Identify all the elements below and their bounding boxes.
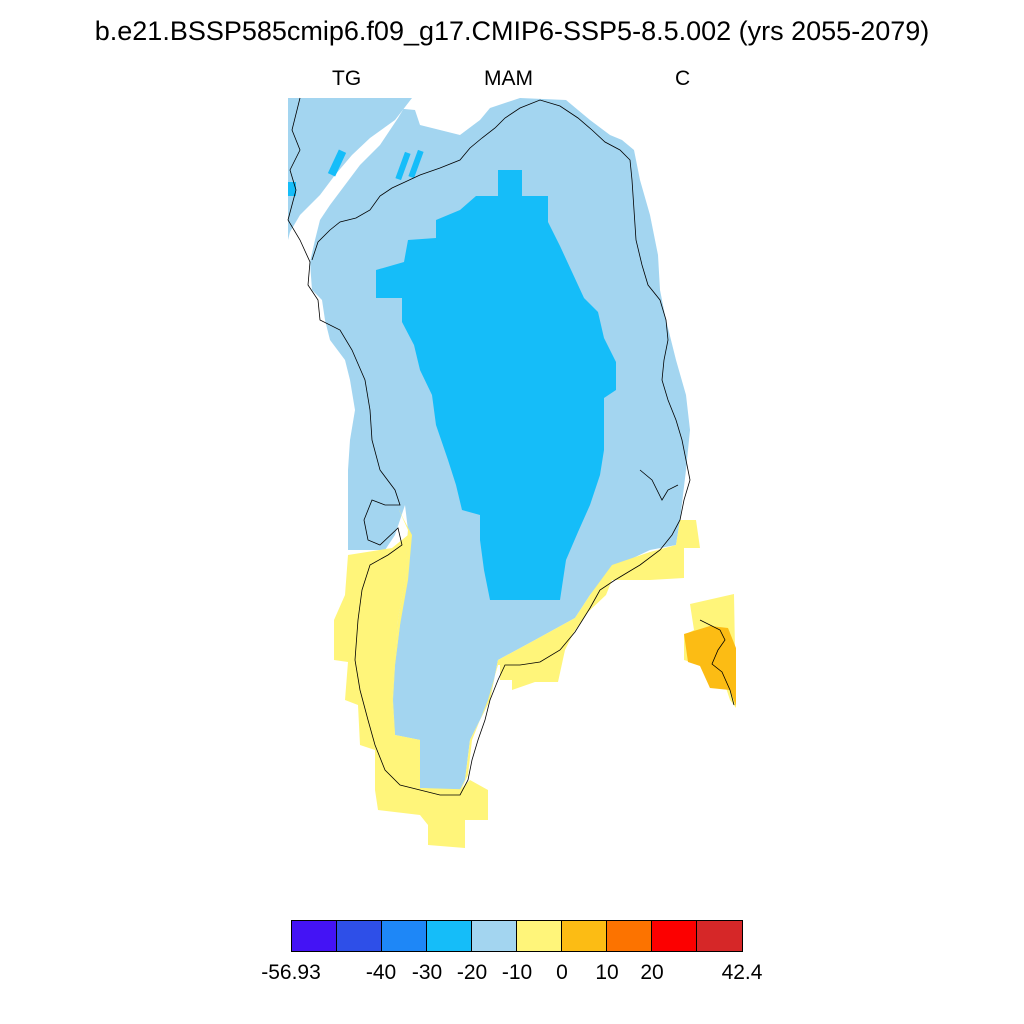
colorbar-swatch xyxy=(652,921,697,951)
colorbar-swatch xyxy=(517,921,562,951)
colorbar-swatch xyxy=(382,921,427,951)
streak-2 xyxy=(395,151,411,181)
plot-title: b.e21.BSSP585cmip6.f09_g17.CMIP6-SSP5-8.… xyxy=(94,16,930,46)
units-label: C xyxy=(675,67,691,90)
season-label: MAM xyxy=(484,67,533,90)
region-light-blue-nw xyxy=(288,98,412,240)
colorbar-swatch xyxy=(472,921,517,951)
coastline xyxy=(287,97,735,796)
colorbar-swatch xyxy=(607,921,652,951)
region-yellow-sw xyxy=(392,508,700,792)
colorbar-tick: 0 xyxy=(556,961,568,984)
colorbar-swatch xyxy=(562,921,607,951)
colorbar-swatch xyxy=(427,921,472,951)
region-orange-east xyxy=(684,626,736,706)
colorbar-tick: -10 xyxy=(501,961,533,984)
colorbar-swatch xyxy=(337,921,382,951)
colorbar xyxy=(291,920,743,952)
streak-3 xyxy=(408,149,424,179)
colorbar-tick: -40 xyxy=(365,961,397,984)
colorbar-tick: -56.93 xyxy=(261,961,321,984)
streak-1 xyxy=(327,149,347,177)
region-yellow-w xyxy=(334,535,488,848)
streak-4 xyxy=(288,182,296,196)
colorbar-tick: 10 xyxy=(595,961,619,984)
colorbar-tick: 42.4 xyxy=(721,961,763,984)
colorbar-tick: -30 xyxy=(411,961,443,984)
colorbar-swatch xyxy=(697,921,742,951)
colorbar-tick: 20 xyxy=(640,961,664,984)
colorbar-swatch xyxy=(292,921,337,951)
region-medium-blue xyxy=(376,170,616,600)
colorbar-tick: -20 xyxy=(456,961,488,984)
variable-label: TG xyxy=(332,67,362,90)
